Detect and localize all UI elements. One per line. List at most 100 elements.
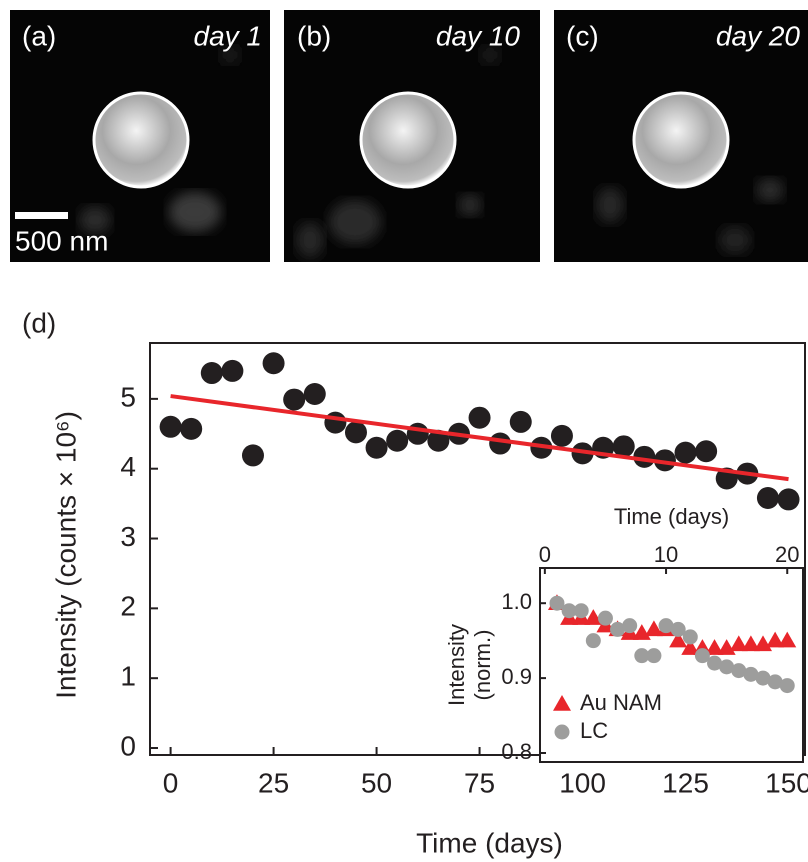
marker [573, 603, 589, 619]
marker [406, 422, 429, 445]
x-tick-label: 0 [539, 542, 551, 567]
panel-caption: day 20 [716, 20, 800, 51]
panel-label: (d) [22, 307, 56, 338]
chart: 0 25 50 75 100 125 150 0 1 2 3 4 5 Time (days) Intensi… [22, 307, 808, 858]
x-tick-label: 0 [163, 767, 179, 798]
x-tick-label: 150 [765, 767, 808, 798]
x-tick-label: 50 [361, 767, 392, 798]
marker [705, 639, 724, 655]
y-tick-label: 0.9 [501, 664, 532, 689]
panel-label: (a) [22, 20, 56, 51]
x-axis-title: Time (days) [614, 504, 729, 529]
y-tick-label: 1 [120, 661, 136, 692]
marker [180, 417, 203, 440]
marker [653, 449, 676, 472]
y-axis-title: Intensity [444, 624, 469, 706]
marker [585, 633, 601, 649]
marker [561, 603, 577, 619]
plot-background [540, 568, 803, 762]
marker [681, 639, 700, 655]
marker [468, 406, 491, 429]
legend-label: LC [580, 718, 608, 743]
marker [365, 436, 388, 459]
marker [344, 421, 367, 444]
marker [159, 415, 182, 438]
marker [550, 424, 573, 447]
marker [658, 618, 674, 634]
y-axis-title: Intensity (counts × 10⁶) [50, 411, 81, 699]
y-tick-label: 1.0 [501, 589, 532, 614]
marker [777, 488, 800, 511]
marker [386, 429, 409, 452]
x-tick-label: 20 [775, 542, 799, 567]
plot-frame [539, 567, 804, 763]
marker [766, 631, 785, 648]
fit-line [170, 394, 789, 482]
panel-label: (c) [566, 20, 599, 51]
marker [670, 621, 686, 637]
marker [646, 648, 662, 664]
legend-item: Au NAM [553, 690, 662, 715]
marker [743, 666, 759, 682]
legend-item: LC [554, 718, 608, 743]
x-tick-label: 75 [464, 767, 495, 798]
marker [622, 618, 638, 634]
x-tick-label: 10 [654, 542, 678, 567]
marker [778, 631, 797, 648]
marker [644, 620, 663, 637]
x-tick-label: 25 [258, 767, 289, 798]
plot-frame [149, 342, 806, 756]
panel-caption: day 10 [436, 20, 520, 51]
x-axis-title: Time (days) [416, 827, 563, 858]
image-panel: (b) day 10 [284, 10, 540, 262]
marker [756, 487, 779, 510]
marker [610, 621, 626, 637]
marker [262, 352, 285, 375]
marker [509, 410, 532, 433]
marker [553, 695, 571, 711]
chart: 0 10 20 0.8 0.9 1.0 Time (days) Intensity (norm.… [444, 504, 804, 764]
marker [597, 610, 613, 626]
marker [489, 432, 512, 455]
image-panel: (c) day 20 [554, 10, 808, 262]
marker [303, 382, 326, 405]
x-tick-label: 100 [559, 767, 606, 798]
marker [719, 659, 735, 675]
marker [584, 609, 603, 625]
marker [427, 429, 450, 452]
panel-caption: day 1 [194, 20, 263, 51]
y-tick-label: 4 [120, 451, 136, 482]
y-tick-label: 3 [120, 521, 136, 552]
marker [549, 595, 565, 611]
marker [694, 648, 710, 664]
marker [554, 724, 570, 740]
panel-label: (b) [297, 20, 331, 51]
y-tick-label: 0.8 [501, 739, 532, 764]
marker [674, 441, 697, 464]
marker [283, 388, 306, 411]
marker [669, 631, 688, 648]
marker [682, 629, 698, 645]
marker [779, 678, 795, 694]
x-tick-label: 125 [662, 767, 709, 798]
marker [755, 670, 771, 686]
marker [741, 635, 760, 652]
y-tick-label: 5 [120, 381, 136, 412]
marker [241, 444, 264, 467]
marker [729, 635, 748, 652]
marker [695, 440, 718, 463]
y-tick-label: 2 [120, 591, 136, 622]
image-panel: (a) day 1 500 nm [10, 10, 270, 262]
marker [707, 655, 723, 671]
marker [767, 674, 783, 690]
legend-label: Au NAM [580, 690, 662, 715]
marker [200, 362, 223, 385]
marker [221, 359, 244, 382]
marker [324, 411, 347, 434]
marker [731, 663, 747, 679]
y-axis-title: (norm.) [470, 630, 495, 701]
scale-bar-label: 500 nm [15, 225, 108, 256]
marker [612, 435, 635, 458]
